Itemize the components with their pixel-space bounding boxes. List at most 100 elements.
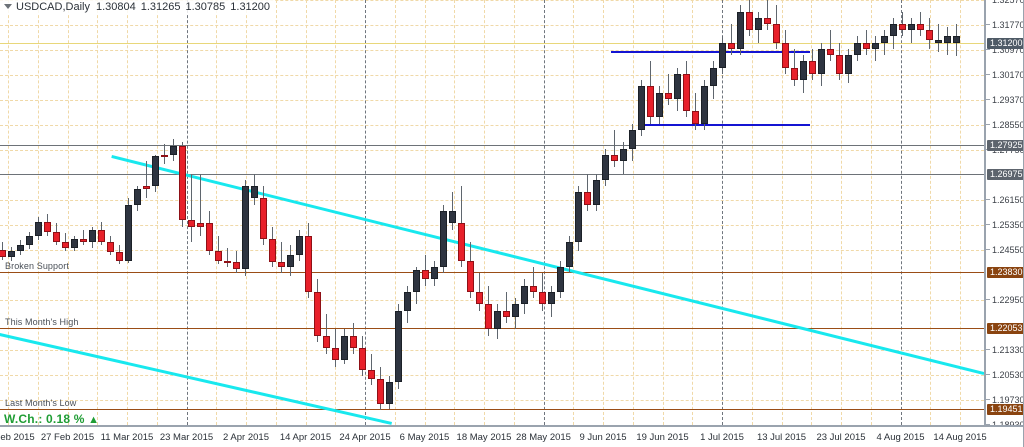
candlestick-wick [200, 173, 201, 236]
date-tick-label: 4 Aug 2015 [876, 432, 925, 443]
candlestick-wick [920, 11, 921, 37]
candlestick-wick [164, 143, 165, 165]
grid-line-vertical [305, 0, 307, 425]
candlestick [854, 0, 861, 425]
chart-plot-area[interactable]: Broken Support This Month's High Last Mont… [0, 0, 984, 425]
candlestick [359, 0, 366, 425]
grid-line-vertical-minor [751, 0, 753, 425]
grid-line-vertical-minor [156, 0, 158, 425]
candlestick-body [251, 186, 258, 199]
candlestick [728, 0, 735, 425]
candlestick [44, 0, 51, 425]
candlestick [8, 0, 15, 425]
price-tick-label: 1.22950 [986, 294, 1024, 305]
candlestick [629, 0, 636, 425]
candlestick-wick [902, 11, 903, 37]
chevron-down-icon[interactable] [4, 3, 12, 9]
price-tick-value: 1.30170 [992, 69, 1024, 80]
candlestick [89, 0, 96, 425]
candlestick-body [278, 262, 285, 268]
symbol-label: USDCAD,Daily [16, 1, 90, 13]
level-line-1-27925 [0, 144, 984, 146]
candlestick [179, 0, 186, 425]
candlestick-body [170, 145, 177, 155]
candlestick-wick [875, 36, 876, 62]
time-axis[interactable]: 17 Feb 2015 27 Feb 2015 11 Mar 2015 23 Mar … [0, 425, 1023, 447]
date-tick-label: 27 Feb 2015 [40, 432, 95, 443]
candlestick-body [530, 285, 537, 292]
candlestick [764, 0, 771, 425]
price-tag-1-22053[interactable]: 1.22053 [987, 322, 1023, 334]
date-tick-label: 6 May 2015 [399, 432, 450, 443]
candlestick-body [908, 23, 915, 31]
price-tick-label: 1.24550 [986, 245, 1023, 255]
candlestick-body [926, 30, 933, 40]
candlestick [323, 0, 330, 425]
candlestick-body [341, 335, 348, 361]
candlestick-body [404, 291, 411, 311]
candlestick [890, 0, 897, 425]
price-tick-value: 1.22950 [992, 294, 1024, 305]
price-tick-label: 1.21330 [986, 345, 1024, 356]
candlestick-wick [533, 267, 534, 299]
candlestick-wick [542, 273, 543, 311]
candlestick [827, 0, 834, 425]
candlestick [800, 0, 807, 425]
candlestick-body [494, 310, 501, 330]
price-tag-1-27925[interactable]: 1.27925 [987, 139, 1023, 151]
price-tag-1-19451[interactable]: 1.19451 [987, 403, 1023, 415]
price-tick-value: 1.32570 [992, 0, 1024, 5]
price-tag-1-23830[interactable]: 1.23830 [987, 267, 1023, 279]
candlestick-body [881, 36, 888, 43]
candlestick-body [521, 285, 528, 305]
candlestick-body [611, 154, 618, 162]
candlestick [0, 0, 6, 425]
price-tick-mark [986, 223, 990, 225]
candlestick [332, 0, 339, 425]
candlestick [593, 0, 600, 425]
price-tick-label: 1.32570 [992, 0, 1024, 5]
date-tick-label: 9 Jun 2015 [579, 432, 627, 443]
candlestick [485, 0, 492, 425]
current-price-line [0, 42, 984, 44]
grid-line-vertical-minor [513, 0, 515, 425]
candlestick-body [845, 55, 852, 74]
candlestick-body [773, 23, 780, 43]
price-tick-value: 1.21330 [992, 345, 1024, 356]
candlestick-body [665, 92, 672, 99]
price-tick-label: 1.20530 [986, 370, 1023, 380]
candlestick [314, 0, 321, 425]
candlestick-body [152, 156, 159, 186]
candlestick [170, 0, 177, 425]
candlestick [953, 0, 960, 425]
grid-line-horizontal [0, 350, 984, 352]
candlestick-body [350, 335, 357, 349]
price-tag-1-26975[interactable]: 1.26975 [987, 169, 1023, 181]
candlestick [818, 0, 825, 425]
candlestick-body [53, 232, 60, 243]
grid-line-vertical-minor [573, 0, 575, 425]
grid-line-horizontal [0, 74, 984, 76]
candlestick-body [701, 86, 708, 124]
price-tag-1-31200[interactable]: 1.31200 [987, 37, 1023, 49]
candlestick-body [98, 230, 105, 243]
price-tick-label: 1.31770 [986, 20, 1023, 30]
candlestick-body [647, 86, 654, 118]
open-value: 1.30804 [95, 1, 136, 13]
candlestick-body [557, 267, 564, 292]
price-axis[interactable]: 1.32570 1.31770 1.30970 1.30170 1.29370 1.285… [984, 0, 1024, 425]
candlestick [62, 0, 69, 425]
candlestick [206, 0, 213, 425]
level-line-last-months-low [0, 408, 984, 410]
candlestick-body [944, 36, 951, 43]
candlestick-body [359, 348, 366, 370]
candlestick-wick [614, 129, 615, 168]
candlestick-body [17, 245, 24, 251]
candlestick [341, 0, 348, 425]
candlestick [125, 0, 132, 425]
candlestick-wick [506, 291, 507, 324]
date-tick-label: 14 Aug 2015 [933, 432, 987, 443]
candlestick-body [323, 335, 330, 349]
candlestick-body [503, 310, 510, 317]
